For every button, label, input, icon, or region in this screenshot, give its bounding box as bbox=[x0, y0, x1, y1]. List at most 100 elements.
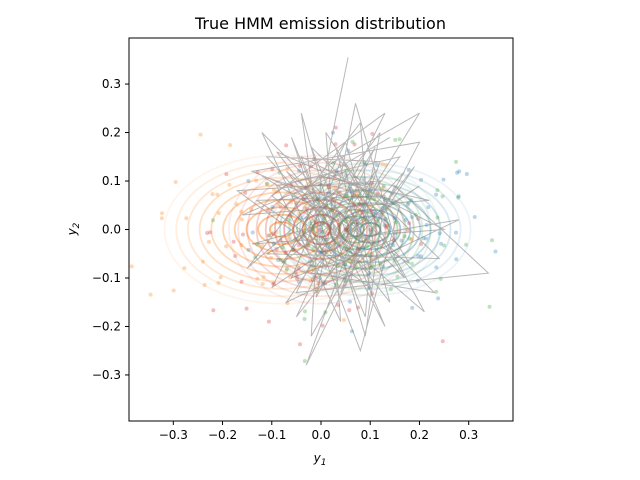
sample-point-state-2 bbox=[173, 180, 178, 185]
sample-point-state-1 bbox=[464, 172, 469, 177]
sample-point-state-2 bbox=[215, 192, 220, 197]
sample-point-state-2 bbox=[276, 201, 281, 206]
x-axis-ticks: −0.3 −0.2 −0.1 0.0 0.1 0.2 0.3 bbox=[159, 421, 478, 442]
y-tick-label: −0.3 bbox=[92, 368, 121, 382]
sample-point-state-4 bbox=[266, 319, 271, 324]
sample-point-state-1 bbox=[403, 218, 408, 223]
x-tick-label: −0.3 bbox=[159, 428, 188, 442]
sample-point-state-2 bbox=[202, 282, 207, 287]
sample-point-state-2 bbox=[293, 218, 298, 223]
sample-point-state-3 bbox=[350, 139, 355, 144]
sample-point-state-2 bbox=[239, 243, 244, 248]
sample-point-state-2 bbox=[261, 275, 266, 280]
sample-point-state-2 bbox=[216, 280, 221, 285]
state-1-contour-9 bbox=[278, 169, 462, 290]
y-tick-label: 0.0 bbox=[102, 223, 121, 237]
sample-point-state-1 bbox=[246, 247, 251, 252]
sample-point-state-2 bbox=[286, 236, 291, 241]
sample-point-state-3 bbox=[454, 159, 459, 164]
sample-point-state-4 bbox=[296, 243, 301, 248]
sample-point-state-3 bbox=[435, 215, 440, 220]
sample-point-state-2 bbox=[224, 244, 229, 249]
trajectory-line bbox=[235, 57, 490, 366]
sample-point-state-1 bbox=[405, 202, 410, 207]
sample-point-state-3 bbox=[381, 183, 386, 188]
sample-point-state-1 bbox=[453, 230, 458, 235]
sample-point-state-4 bbox=[241, 232, 246, 237]
sample-point-state-2 bbox=[341, 318, 346, 323]
sample-point-state-1 bbox=[437, 231, 442, 236]
sample-point-state-3 bbox=[395, 274, 400, 279]
sample-point-state-4 bbox=[233, 253, 238, 258]
sample-point-state-1 bbox=[493, 249, 498, 254]
sample-point-state-3 bbox=[440, 194, 445, 199]
sample-point-state-2 bbox=[239, 217, 244, 222]
sample-point-state-2 bbox=[234, 202, 239, 207]
y-axis-ticks: −0.3 −0.2 −0.1 0.0 0.1 0.2 0.3 bbox=[92, 77, 129, 382]
sample-point-state-3 bbox=[388, 287, 393, 292]
sample-point-state-4 bbox=[278, 204, 283, 209]
sample-point-state-4 bbox=[205, 230, 210, 235]
observation-trajectory bbox=[235, 57, 490, 366]
sample-point-state-4 bbox=[239, 279, 244, 284]
sample-point-state-1 bbox=[454, 257, 459, 262]
sample-point-state-1 bbox=[276, 258, 281, 263]
sample-point-state-4 bbox=[419, 241, 424, 246]
sample-point-state-1 bbox=[419, 177, 424, 182]
sample-point-state-3 bbox=[397, 137, 402, 142]
sample-point-state-1 bbox=[424, 236, 429, 241]
sample-point-state-3 bbox=[284, 266, 289, 271]
sample-point-state-2 bbox=[159, 216, 164, 221]
sample-point-state-4 bbox=[284, 143, 289, 148]
sample-point-state-2 bbox=[200, 259, 205, 264]
sample-point-state-3 bbox=[407, 236, 412, 241]
sample-point-state-1 bbox=[383, 216, 388, 221]
sample-point-state-4 bbox=[314, 276, 319, 281]
chart-title: True HMM emission distribution bbox=[194, 14, 446, 33]
sample-point-state-1 bbox=[270, 205, 275, 210]
sample-point-state-1 bbox=[455, 170, 460, 175]
sample-point-state-3 bbox=[490, 238, 495, 243]
sample-point-state-1 bbox=[266, 233, 271, 238]
y-axis-label-subscript: 2 bbox=[72, 222, 82, 228]
sample-point-state-4 bbox=[211, 308, 216, 313]
state-2-contour-1 bbox=[268, 221, 295, 238]
sample-point-state-2 bbox=[129, 264, 134, 269]
sample-point-state-1 bbox=[298, 216, 303, 221]
sample-point-state-1 bbox=[347, 299, 352, 304]
x-axis-label: y1 bbox=[313, 451, 327, 468]
sample-point-state-3 bbox=[305, 243, 310, 248]
state-2-contour-5 bbox=[222, 191, 342, 268]
x-tick-label: 0.1 bbox=[361, 428, 380, 442]
sample-point-state-4 bbox=[407, 221, 412, 226]
sample-point-state-2 bbox=[182, 266, 187, 271]
sample-point-state-4 bbox=[305, 243, 310, 248]
sample-point-state-3 bbox=[409, 261, 414, 266]
sample-point-state-1 bbox=[426, 205, 431, 210]
sample-point-state-1 bbox=[456, 194, 461, 199]
y-tick-label: −0.2 bbox=[92, 319, 121, 333]
sample-point-state-1 bbox=[439, 241, 444, 246]
sample-point-state-4 bbox=[244, 306, 249, 311]
y-axis-label: y2 bbox=[65, 222, 82, 236]
x-axis-label-subscript: 1 bbox=[321, 458, 327, 468]
state-2-contour-9 bbox=[175, 161, 388, 298]
sample-point-state-2 bbox=[265, 182, 270, 187]
sample-point-state-3 bbox=[302, 316, 307, 321]
sample-point-state-2 bbox=[284, 268, 289, 273]
sample-point-state-2 bbox=[277, 220, 282, 225]
y-tick-label: 0.3 bbox=[102, 77, 121, 91]
sample-point-state-4 bbox=[298, 342, 303, 347]
sample-point-state-3 bbox=[393, 137, 398, 142]
sample-point-state-2 bbox=[260, 281, 265, 286]
sample-point-state-3 bbox=[434, 289, 439, 294]
sample-point-state-3 bbox=[264, 181, 269, 186]
sample-point-state-1 bbox=[374, 162, 379, 167]
y-tick-label: −0.1 bbox=[92, 271, 121, 285]
sample-point-state-4 bbox=[370, 131, 375, 136]
y-tick-label: 0.1 bbox=[102, 174, 121, 188]
sample-point-state-4 bbox=[352, 142, 357, 147]
sample-point-state-2 bbox=[308, 278, 313, 283]
sample-point-state-4 bbox=[278, 238, 283, 243]
sample-point-state-1 bbox=[436, 296, 441, 301]
